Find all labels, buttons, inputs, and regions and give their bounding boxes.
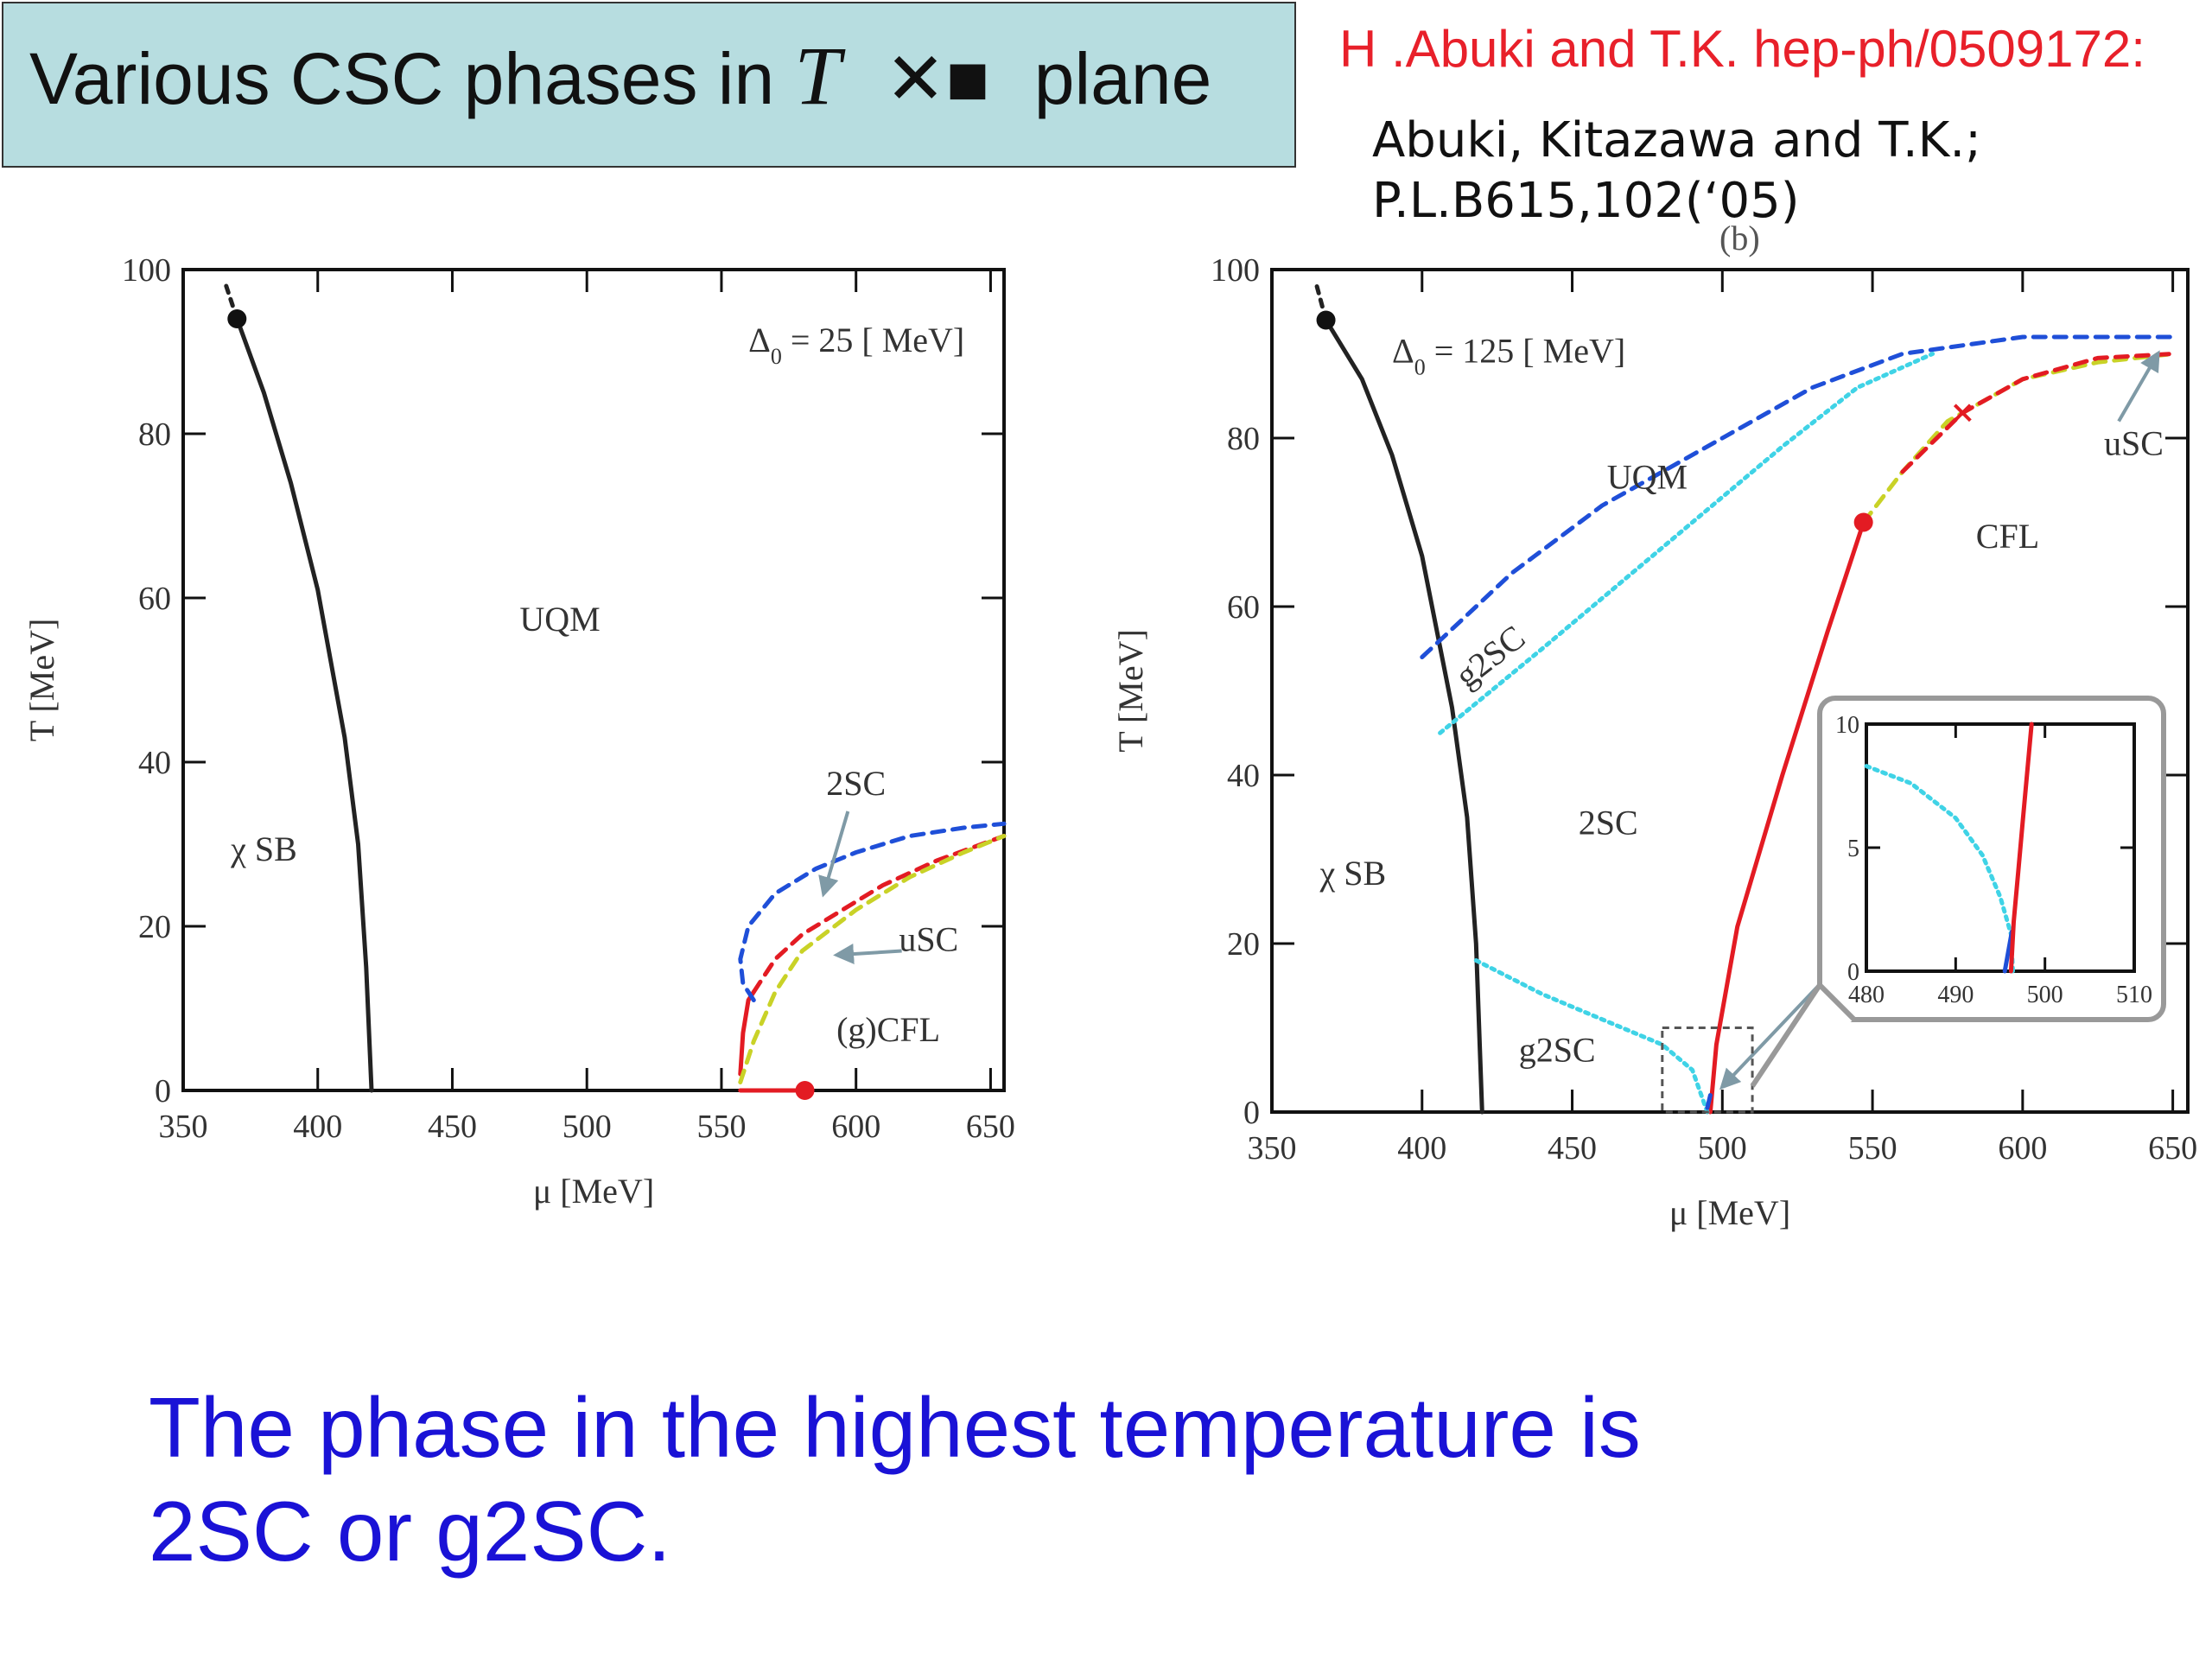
series-line-blue-solid-9 bbox=[1705, 1093, 1713, 1110]
conclusion-text: The phase in the highest temperature is … bbox=[149, 1376, 1641, 1583]
series-line-black-solid-1 bbox=[234, 316, 374, 1093]
pointer-arrow bbox=[818, 810, 850, 898]
x-tick-label: 650 bbox=[2148, 1130, 2197, 1166]
y-tick-label: 0 bbox=[1243, 1095, 1260, 1131]
black-point-marker bbox=[1316, 310, 1336, 330]
inset-x-tick-label: 500 bbox=[2027, 982, 2063, 1008]
series-line-cyan-dotted-8 bbox=[1473, 958, 1710, 1115]
y-tick-label: 100 bbox=[122, 252, 171, 289]
y-tick-label: 80 bbox=[138, 416, 171, 453]
x-axis-label: μ [MeV] bbox=[533, 1172, 654, 1211]
y-tick-label: 100 bbox=[1211, 252, 1260, 289]
title-symbol: T bbox=[794, 29, 841, 122]
series-line-yellow-dashed-7 bbox=[738, 834, 1007, 1084]
x-axis-label: μ [MeV] bbox=[1669, 1193, 1790, 1232]
y-tick-label: 20 bbox=[1227, 926, 1260, 963]
slide-title: Various CSC phases in T ✕■ plane bbox=[29, 28, 1211, 124]
x-tick-label: 550 bbox=[696, 1109, 746, 1145]
phase-label-uqm: UQM bbox=[1607, 458, 1688, 497]
black-point-marker bbox=[227, 309, 247, 328]
x-tick-label: 500 bbox=[563, 1109, 612, 1145]
inset-x-tick-label: 490 bbox=[1937, 982, 1974, 1008]
y-tick-label: 60 bbox=[138, 581, 171, 617]
y-axis-label: T [MeV] bbox=[1111, 629, 1150, 753]
x-tick-label: 600 bbox=[1998, 1130, 2047, 1166]
reference-journal: Abuki, Kitazawa and T.K.; P.L.B615,102(‘… bbox=[1372, 111, 1981, 232]
series-line-red-dashed-6 bbox=[751, 834, 1007, 995]
conclusion-line-2: 2SC or g2SC. bbox=[149, 1484, 671, 1579]
reference-arxiv: H .Abuki and T.K. hep-ph/0509172: bbox=[1339, 20, 2145, 78]
inset-y-tick-label: 0 bbox=[1847, 959, 1859, 986]
pointer-arrow bbox=[833, 944, 902, 965]
zoom-box bbox=[1661, 1027, 1754, 1114]
phase-label-gcfl: (g)CFL bbox=[836, 1010, 940, 1049]
series-line-blue-dashed-3 bbox=[1420, 334, 2176, 659]
inset-y-tick-label: 5 bbox=[1847, 836, 1859, 862]
inset-y-tick-label: 10 bbox=[1835, 712, 1859, 739]
x-tick-label: 400 bbox=[293, 1109, 342, 1145]
red-point-marker bbox=[1853, 512, 1873, 532]
phase-label-2sc: 2SC bbox=[826, 764, 886, 803]
series-line-black-solid-1 bbox=[1324, 318, 1484, 1115]
y-axis-label: T [MeV] bbox=[22, 619, 61, 742]
conclusion-line-1: The phase in the highest temperature is bbox=[149, 1380, 1641, 1475]
x-tick-label: 650 bbox=[966, 1109, 1015, 1145]
series-line-red-dashed-7 bbox=[1900, 352, 2176, 474]
x-tick-label: 400 bbox=[1397, 1130, 1446, 1166]
x-tick-label: 550 bbox=[1848, 1130, 1897, 1166]
reference-authors: Abuki, Kitazawa and T.K.; bbox=[1372, 112, 1982, 168]
inset-series-red-solid-3 bbox=[2008, 721, 2034, 974]
phase-label-uqm: UQM bbox=[519, 600, 600, 639]
phase-label-cfl: CFL bbox=[1976, 517, 2039, 556]
inset-x-tick-label: 480 bbox=[1848, 982, 1885, 1008]
phase-label-sb: χ SB bbox=[1319, 854, 1386, 893]
gap-annotation: Δ0 = 25 [ MeV] bbox=[748, 321, 964, 369]
phase-label-usc: uSC bbox=[899, 920, 958, 959]
pointer-arrow bbox=[2117, 350, 2160, 423]
panel-label: (b) bbox=[1719, 219, 1760, 257]
title-prefix: Various CSC phases in bbox=[29, 38, 775, 119]
cross-marker bbox=[1953, 404, 1972, 423]
phase-label-2sc: 2SC bbox=[1579, 803, 1638, 842]
x-tick-label: 350 bbox=[159, 1109, 208, 1145]
y-tick-label: 40 bbox=[1227, 758, 1260, 794]
y-tick-label: 80 bbox=[1227, 421, 1260, 457]
chart-panel-1: 350 400 450 500 550 600 650 0 20 40 60 80 100 μ [MeV]… bbox=[22, 252, 1015, 1211]
y-tick-label: 0 bbox=[155, 1073, 171, 1109]
x-tick-label: 450 bbox=[1548, 1130, 1597, 1166]
inset-frame bbox=[1865, 722, 2136, 973]
x-tick-label: 500 bbox=[1698, 1130, 1747, 1166]
y-tick-label: 20 bbox=[138, 909, 171, 945]
phase-label-g2sc: g2SC bbox=[1519, 1031, 1596, 1070]
series-line-red-solid-5 bbox=[1707, 520, 1866, 1115]
x-tick-label: 450 bbox=[428, 1109, 477, 1145]
title-glyph: ✕■ bbox=[885, 38, 990, 119]
plot-frame bbox=[181, 268, 1006, 1092]
series-line-cyan-dotted-4 bbox=[1438, 352, 1936, 735]
y-tick-label: 40 bbox=[138, 745, 171, 781]
inset-callout bbox=[1750, 982, 1857, 1088]
phase-label-g2sc: g2SC bbox=[1447, 618, 1532, 696]
y-tick-label: 60 bbox=[1227, 589, 1260, 626]
x-tick-label: 350 bbox=[1248, 1130, 1297, 1166]
reference-citation: P.L.B615,102(‘05) bbox=[1372, 173, 1800, 229]
phase-label-usc: uSC bbox=[2104, 424, 2164, 463]
x-tick-label: 600 bbox=[831, 1109, 880, 1145]
red-point-marker bbox=[795, 1081, 815, 1100]
title-suffix: plane bbox=[1033, 38, 1212, 119]
title-box: Various CSC phases in T ✕■ plane bbox=[2, 2, 1296, 168]
gap-annotation: Δ0 = 125 [ MeV] bbox=[1392, 331, 1625, 379]
series-line-blue-dashed-5 bbox=[738, 821, 1007, 1002]
inset-x-tick-label: 510 bbox=[2116, 982, 2152, 1008]
phase-label-sb: χ SB bbox=[230, 830, 297, 868]
